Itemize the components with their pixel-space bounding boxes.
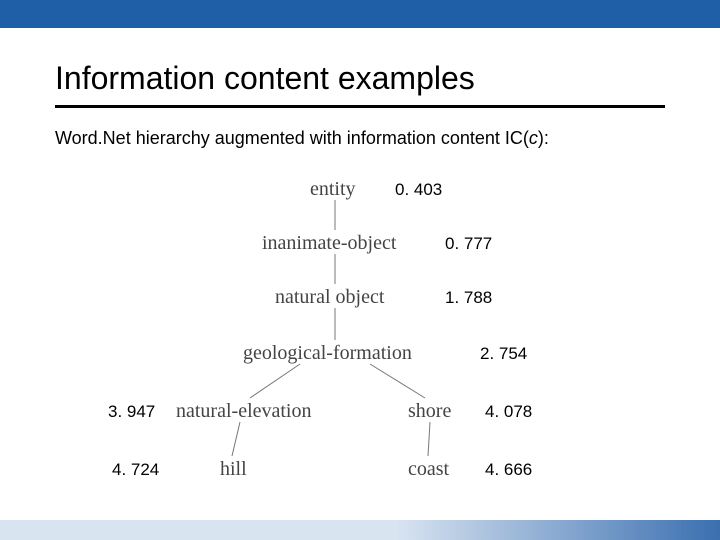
hierarchy-diagram: entity 0. 403 inanimate-object 0. 777 natura… xyxy=(0,160,720,500)
node-geo-ic: 2. 754 xyxy=(480,344,527,364)
node-natelev-ic: 3. 947 xyxy=(108,402,155,422)
edge-shore xyxy=(428,422,430,456)
title-underline xyxy=(55,105,665,108)
node-shore-label: shore xyxy=(408,400,451,423)
node-hill-ic: 4. 724 xyxy=(112,460,159,480)
node-shore-ic: 4. 078 xyxy=(485,402,532,422)
node-inanimate-label: inanimate-object xyxy=(262,232,396,255)
subtitle-var: c xyxy=(529,128,538,148)
bottom-accent-bar xyxy=(0,520,720,540)
node-hill-label: hill xyxy=(220,458,247,481)
node-entity-label: entity xyxy=(310,178,356,201)
node-inanimate-ic: 0. 777 xyxy=(445,234,492,254)
subtitle: Word.Net hierarchy augmented with inform… xyxy=(55,128,549,149)
node-coast-ic: 4. 666 xyxy=(485,460,532,480)
edge-geo-left xyxy=(250,364,300,398)
node-geo-label: geological-formation xyxy=(243,342,412,365)
node-coast-label: coast xyxy=(408,458,449,481)
tree-edges xyxy=(0,160,720,500)
node-entity-ic: 0. 403 xyxy=(395,180,442,200)
node-natural-label: natural object xyxy=(275,286,384,309)
subtitle-prefix: Word.Net hierarchy augmented with inform… xyxy=(55,128,529,148)
top-accent-bar xyxy=(0,0,720,28)
page-title: Information content examples xyxy=(55,60,475,97)
edge-natelev xyxy=(232,422,240,456)
edge-geo-right xyxy=(370,364,425,398)
node-natelev-label: natural-elevation xyxy=(176,400,312,423)
subtitle-suffix: ): xyxy=(538,128,549,148)
node-natural-ic: 1. 788 xyxy=(445,288,492,308)
